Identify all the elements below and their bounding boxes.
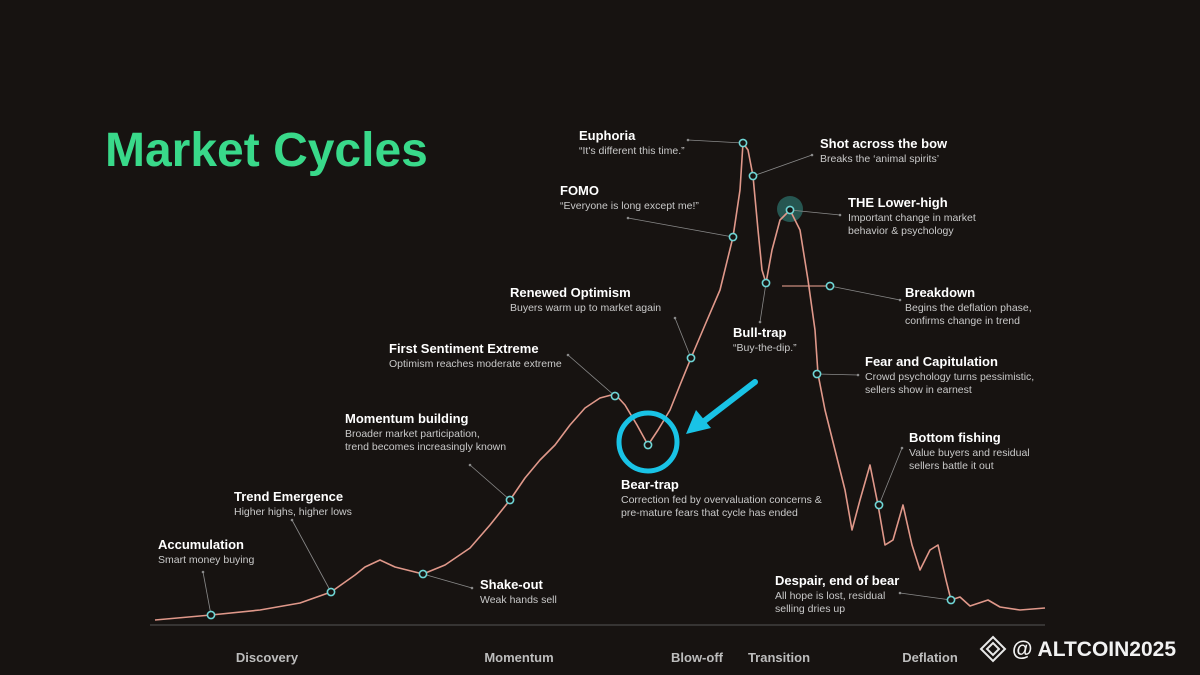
cycle-point xyxy=(728,232,738,242)
annotation-text: Crowd psychology turns pessimistic, xyxy=(865,371,1034,383)
arrow-head xyxy=(686,410,711,434)
annotation-text: Smart money buying xyxy=(158,554,254,566)
phase-label: Momentum xyxy=(484,650,553,665)
annotation-title: Bull-trap xyxy=(733,325,787,340)
cycle-point xyxy=(785,205,795,215)
leader-end xyxy=(810,153,814,157)
annotation-text: “Buy-the-dip.” xyxy=(733,342,797,354)
leader-end xyxy=(856,373,860,377)
leader-line xyxy=(816,373,859,376)
annotation-title: Shake-out xyxy=(480,577,544,592)
annotation-text: Value buyers and residual xyxy=(909,447,1030,459)
leader-line xyxy=(422,573,473,589)
cycle-point xyxy=(812,369,822,379)
leader-end xyxy=(898,591,902,595)
annotation-title: Fear and Capitulation xyxy=(865,354,998,369)
phase-label: Blow-off xyxy=(671,650,724,665)
cycle-point xyxy=(761,278,771,288)
annotation-title: Bottom fishing xyxy=(909,430,1001,445)
annotation-text: Higher highs, higher lows xyxy=(234,506,352,518)
annotation-text: Correction fed by overvaluation concerns… xyxy=(621,494,822,506)
annotation-title: Breakdown xyxy=(905,285,975,300)
leader-line xyxy=(674,317,692,359)
leader-end xyxy=(626,216,630,220)
annotation-text: Breaks the ‘animal spirits’ xyxy=(820,153,939,165)
annotation-text: Buyers warm up to market again xyxy=(510,302,661,314)
leader-line xyxy=(469,464,511,501)
cycle-point xyxy=(206,610,216,620)
annotation-text: confirms change in trend xyxy=(905,315,1020,327)
annotation-text: Broader market participation, xyxy=(345,428,480,440)
cycle-point xyxy=(326,587,336,597)
annotation-title: Bear-trap xyxy=(621,477,679,492)
annotation-text: “It's different this time.” xyxy=(579,145,685,157)
annotation-title: Trend Emergence xyxy=(234,489,343,504)
leader-line xyxy=(202,571,212,616)
phase-label: Transition xyxy=(748,650,810,665)
leader-line xyxy=(759,282,767,323)
annotation-text: Weak hands sell xyxy=(480,594,557,606)
cycle-point xyxy=(748,171,758,181)
leader-end xyxy=(290,518,294,522)
annotation-text: sellers battle it out xyxy=(909,460,994,472)
annotation-text: “Everyone is long except me!” xyxy=(560,200,699,212)
leader-end xyxy=(468,463,472,467)
cycle-curve xyxy=(154,142,1046,621)
bear-trap-highlight xyxy=(616,410,680,474)
leader-end xyxy=(758,320,762,324)
leader-line xyxy=(627,217,734,238)
annotation-title: Euphoria xyxy=(579,128,636,143)
annotation-text: Begins the deflation phase, xyxy=(905,302,1032,314)
annotation-title: Renewed Optimism xyxy=(510,285,631,300)
leader-end xyxy=(201,570,205,574)
annotation-text: behavior & psychology xyxy=(848,225,954,237)
title: Market Cycles xyxy=(105,124,428,177)
annotation-title: First Sentiment Extreme xyxy=(389,341,539,356)
cycle-point xyxy=(610,391,620,401)
cycle-point xyxy=(505,495,515,505)
annotation-text: pre-mature fears that cycle has ended xyxy=(621,507,798,519)
leader-line xyxy=(789,209,841,216)
leader-end xyxy=(686,138,690,142)
cycle-point xyxy=(874,500,884,510)
leader-end xyxy=(900,446,904,450)
cycle-point xyxy=(825,281,835,291)
leader-end xyxy=(673,316,677,320)
watermark-icon xyxy=(979,635,1007,663)
annotation-title: Despair, end of bear xyxy=(775,573,899,588)
annotation-title: Momentum building xyxy=(345,411,469,426)
leader-line xyxy=(752,154,813,177)
leader-line xyxy=(567,354,616,397)
annotation-text: trend becomes increasingly known xyxy=(345,441,506,453)
phase-label: Discovery xyxy=(236,650,299,665)
leader-end xyxy=(838,213,842,217)
annotation-text: All hope is lost, residual xyxy=(775,590,885,602)
leader-line xyxy=(878,447,903,506)
cycle-point xyxy=(418,569,428,579)
leader-line xyxy=(291,519,332,593)
arrow-shaft xyxy=(700,379,758,425)
leader-end xyxy=(470,586,474,590)
cycle-point xyxy=(643,440,653,450)
leader-line xyxy=(829,285,901,301)
watermark: @ ALTCOIN2025 xyxy=(1012,638,1176,661)
leader-line xyxy=(687,139,744,144)
annotation-title: Accumulation xyxy=(158,537,244,552)
annotation-title: Shot across the bow xyxy=(820,136,948,151)
annotation-text: Optimism reaches moderate extreme xyxy=(389,358,562,370)
annotation-text: selling dries up xyxy=(775,603,845,615)
leader-end xyxy=(898,298,902,302)
cycle-point xyxy=(686,353,696,363)
annotation-text: sellers show in earnest xyxy=(865,384,972,396)
cycle-point xyxy=(946,595,956,605)
cycle-point xyxy=(738,138,748,148)
phase-label: Deflation xyxy=(902,650,958,665)
annotation-text: Important change in market xyxy=(848,212,976,224)
leader-line xyxy=(899,592,952,601)
annotation-title: FOMO xyxy=(560,183,599,198)
leader-end xyxy=(566,353,570,357)
annotation-title: THE Lower-high xyxy=(848,195,948,210)
